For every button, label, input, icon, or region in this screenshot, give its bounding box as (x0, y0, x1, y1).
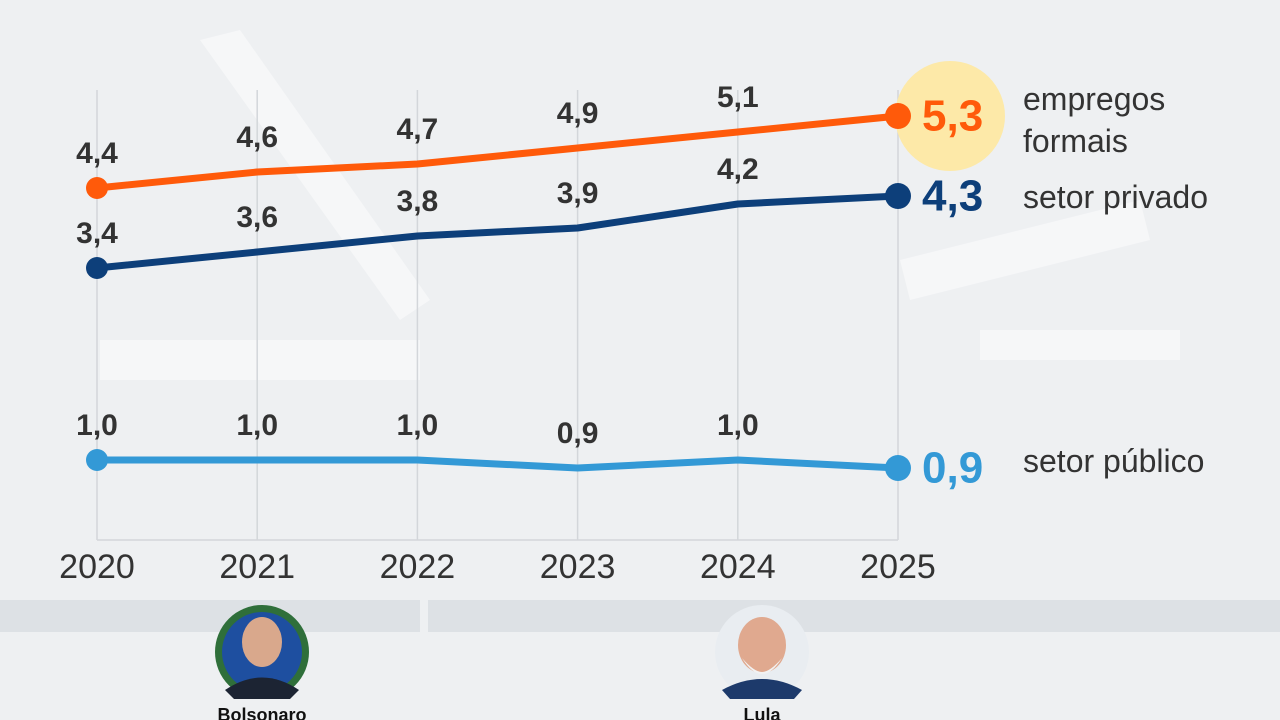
value-label: 1,0 (717, 409, 759, 442)
value-label: 5,1 (717, 81, 759, 114)
value-label-final: 0,9 (922, 444, 983, 493)
x-tick-label: 2022 (380, 548, 456, 586)
legend-entry: setor público (1023, 443, 1205, 479)
period-bar (0, 600, 420, 632)
value-label: 4,4 (76, 137, 118, 170)
point (885, 183, 911, 209)
point (86, 449, 108, 471)
period-bar (428, 600, 1280, 632)
value-label-final: 5,3 (922, 92, 983, 141)
value-label: 3,4 (76, 217, 118, 250)
point (885, 455, 911, 481)
value-label: 4,9 (557, 97, 599, 130)
x-tick-label: 2020 (59, 548, 135, 586)
line (97, 456, 899, 472)
highlight-circle (895, 61, 1005, 171)
value-label: 3,9 (557, 177, 599, 210)
value-label: 0,9 (557, 417, 599, 450)
x-tick-label: 2021 (219, 548, 295, 586)
value-label: 3,6 (236, 201, 278, 234)
value-label: 4,7 (397, 113, 439, 146)
value-label: 4,2 (717, 153, 759, 186)
value-label: 1,0 (397, 409, 439, 442)
legend-entry: setor privado (1023, 179, 1208, 215)
x-tick-label: 2025 (860, 548, 936, 586)
line (96, 192, 899, 272)
value-label-final: 4,3 (922, 172, 983, 221)
value-label: 3,8 (397, 185, 439, 218)
value-label: 1,0 (236, 409, 278, 442)
point (885, 103, 911, 129)
line (96, 112, 899, 192)
x-tick-label: 2023 (540, 548, 616, 586)
photo-lula (715, 605, 809, 699)
point (86, 257, 108, 279)
value-label: 4,6 (236, 121, 278, 154)
period-label: Lula (743, 705, 781, 720)
legend-entry: empregos formais (1023, 81, 1166, 159)
value-label: 1,0 (76, 409, 118, 442)
period-label: Bolsonaro (217, 705, 306, 720)
point (86, 177, 108, 199)
x-tick-label: 2024 (700, 548, 776, 586)
photo-bolsonaro (215, 605, 309, 699)
